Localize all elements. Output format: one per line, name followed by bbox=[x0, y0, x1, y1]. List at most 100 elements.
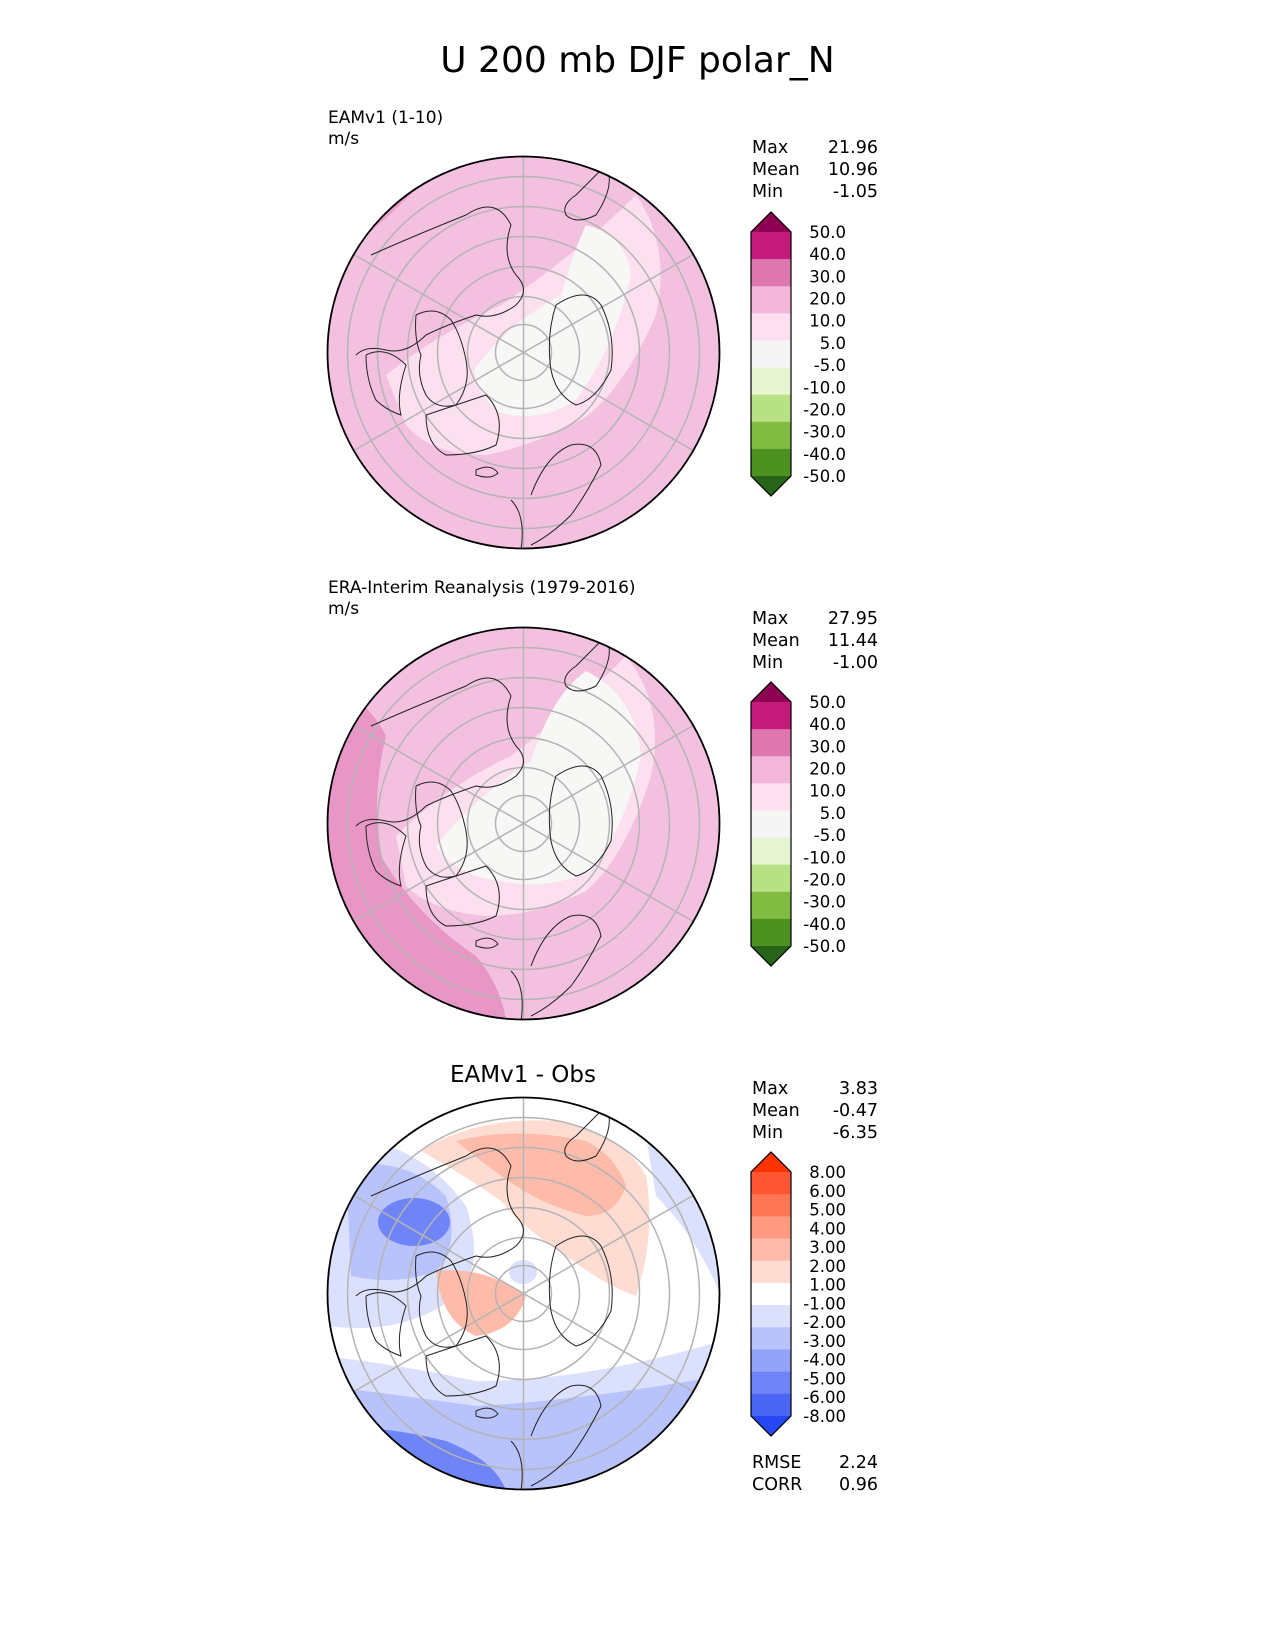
panel1-stat-mean-label: Mean bbox=[752, 160, 800, 180]
panel3-stat-mean-label: Mean bbox=[752, 1101, 800, 1121]
colorbar-extend-bottom bbox=[751, 946, 791, 966]
colorbar-segment bbox=[751, 448, 791, 477]
colorbar-tick-label: -3.00 bbox=[803, 1332, 846, 1351]
panel1-colorbar: 50.0 40.0 30.0 20.0 10.0 5.0 -5.0 -10.0 -20.0 -30… bbox=[750, 211, 846, 497]
colorbar-segment bbox=[751, 313, 791, 342]
panel2-colorbar: 50.0 40.0 30.0 20.0 10.0 5.0 -5.0 -10.0 -20.0 -30… bbox=[750, 681, 846, 967]
colorbar-segment bbox=[751, 783, 791, 812]
colorbar-tick-label: -40.0 bbox=[803, 915, 846, 934]
colorbar-segment bbox=[751, 1393, 791, 1417]
colorbar-segment bbox=[751, 1260, 791, 1284]
colorbar-tick-label: 6.00 bbox=[809, 1182, 846, 1201]
panel3-pos-core-north bbox=[456, 1133, 626, 1216]
panel2-name: ERA-Interim Reanalysis (1979-2016) bbox=[328, 578, 636, 598]
panel1-stat-mean-value: 10.96 bbox=[827, 160, 878, 180]
colorbar-tick-label: -5.00 bbox=[803, 1369, 846, 1388]
panel3-colorbar: 8.006.005.004.003.002.001.00-1.00-2.00-3… bbox=[750, 1151, 846, 1437]
colorbar-tick-label: -2.00 bbox=[803, 1313, 846, 1332]
colorbar-tick-label: -8.00 bbox=[803, 1407, 846, 1426]
panel2-calm-core bbox=[436, 671, 641, 885]
panel1-stat-min-value: -1.05 bbox=[832, 182, 878, 202]
panel1-map bbox=[326, 155, 721, 550]
panel1-calm-core bbox=[474, 225, 631, 417]
panel3-pos-core-center bbox=[436, 1270, 526, 1336]
panel1-map-border bbox=[326, 155, 721, 550]
colorbar-segment bbox=[751, 702, 791, 730]
colorbar-tick-label: -1.00 bbox=[803, 1294, 846, 1313]
panel2-map bbox=[326, 626, 721, 1021]
colorbar-tick-label: -5.0 bbox=[814, 826, 846, 845]
colorbar-segment bbox=[751, 810, 791, 839]
colorbar-tick-label: -20.0 bbox=[803, 400, 846, 419]
colorbar-segment bbox=[751, 259, 791, 287]
panel2-stat-min-label: Min bbox=[752, 653, 784, 673]
colorbar-tick-label: 5.00 bbox=[809, 1201, 846, 1220]
colorbar-tick-label: 20.0 bbox=[809, 760, 846, 779]
panel3-stats: Max 3.83 Mean -0.47 Min -6.35 bbox=[752, 1078, 878, 1144]
colorbar-segment bbox=[751, 864, 791, 893]
panel3-rmse-label: RMSE bbox=[752, 1453, 802, 1473]
colorbar-tick-label: 50.0 bbox=[809, 693, 846, 712]
colorbar-tick-label: 10.0 bbox=[809, 782, 846, 801]
panel1-graticule bbox=[346, 156, 701, 549]
colorbar-segment bbox=[751, 1371, 791, 1395]
panel2-jet-core bbox=[327, 686, 506, 1020]
panel3-corr-value: 0.96 bbox=[839, 1475, 878, 1495]
panel3-map bbox=[326, 1096, 721, 1491]
colorbar-tick-label: -5.0 bbox=[814, 356, 846, 375]
panel1-coastlines bbox=[355, 164, 613, 549]
colorbar-tick-label: 5.0 bbox=[820, 334, 846, 353]
colorbar-segment bbox=[751, 1216, 791, 1240]
colorbar-tick-label: -10.0 bbox=[803, 378, 846, 397]
colorbar-segment bbox=[751, 1282, 791, 1306]
panel2-stat-mean-label: Mean bbox=[752, 631, 800, 651]
colorbar-extend-bottom bbox=[751, 476, 791, 496]
colorbar-segment bbox=[751, 421, 791, 450]
colorbar-tick-label: -40.0 bbox=[803, 445, 846, 464]
colorbar-tick-label: 1.00 bbox=[809, 1276, 846, 1295]
colorbar-tick-label: 20.0 bbox=[809, 290, 846, 309]
colorbar-segment bbox=[751, 1238, 791, 1262]
colorbar-tick-label: -20.0 bbox=[803, 870, 846, 889]
panel3-map-border bbox=[326, 1096, 721, 1491]
panel3-stat-max-value: 3.83 bbox=[839, 1079, 878, 1099]
panel3-stat-max-label: Max bbox=[752, 1079, 789, 1099]
colorbar-tick-label: -4.00 bbox=[803, 1351, 846, 1370]
colorbar-segment bbox=[751, 1172, 791, 1195]
panel2-stat-max-value: 27.95 bbox=[827, 609, 878, 629]
colorbar-segment bbox=[751, 232, 791, 260]
panel3-stat-mean-value: -0.47 bbox=[832, 1101, 878, 1121]
panel1-stats: Max 21.96 Mean 10.96 Min -1.05 bbox=[752, 137, 878, 203]
panel3-corr-label: CORR bbox=[752, 1475, 803, 1495]
colorbar-extend-top bbox=[751, 1152, 791, 1172]
colorbar-outline bbox=[750, 681, 792, 967]
colorbar-segment bbox=[751, 1194, 791, 1217]
panel1-name: EAMv1 (1-10) bbox=[328, 108, 444, 128]
colorbar-tick-label: 3.00 bbox=[809, 1238, 846, 1257]
panel1-stat-max-label: Max bbox=[752, 138, 789, 158]
panel3-rmse-value: 2.24 bbox=[839, 1453, 878, 1473]
colorbar-segment bbox=[751, 729, 791, 757]
panel2-stat-mean-value: 11.44 bbox=[827, 631, 878, 651]
panel1-title: EAMv1 (1-10) m/s bbox=[328, 108, 443, 150]
colorbar-tick-label: -50.0 bbox=[803, 937, 846, 956]
panel2-title: ERA-Interim Reanalysis (1979-2016) m/s bbox=[328, 578, 636, 620]
colorbar-tick-label: 50.0 bbox=[809, 223, 846, 242]
colorbar-tick-label: 2.00 bbox=[809, 1257, 846, 1276]
colorbar-tick-label: 4.00 bbox=[809, 1219, 846, 1238]
colorbar-segment bbox=[751, 286, 791, 314]
colorbar-tick-label: -50.0 bbox=[803, 467, 846, 486]
panel2-stat-max-label: Max bbox=[752, 609, 789, 629]
panel2-stats: Max 27.95 Mean 11.44 Min -1.00 bbox=[752, 608, 878, 674]
colorbar-segment bbox=[751, 918, 791, 947]
panel3-stat-min-value: -6.35 bbox=[832, 1123, 878, 1143]
colorbar-tick-label: 10.0 bbox=[809, 312, 846, 331]
colorbar-segment bbox=[751, 340, 791, 369]
colorbar-segment bbox=[751, 394, 791, 423]
panel3-title: EAMv1 - Obs bbox=[450, 1062, 596, 1088]
colorbar-segment bbox=[751, 1349, 791, 1373]
colorbar-tick-label: 5.0 bbox=[820, 804, 846, 823]
colorbar-tick-label: 30.0 bbox=[809, 267, 846, 286]
panel2-stat-min-value: -1.00 bbox=[832, 653, 878, 673]
panel3-graticule bbox=[346, 1097, 701, 1490]
